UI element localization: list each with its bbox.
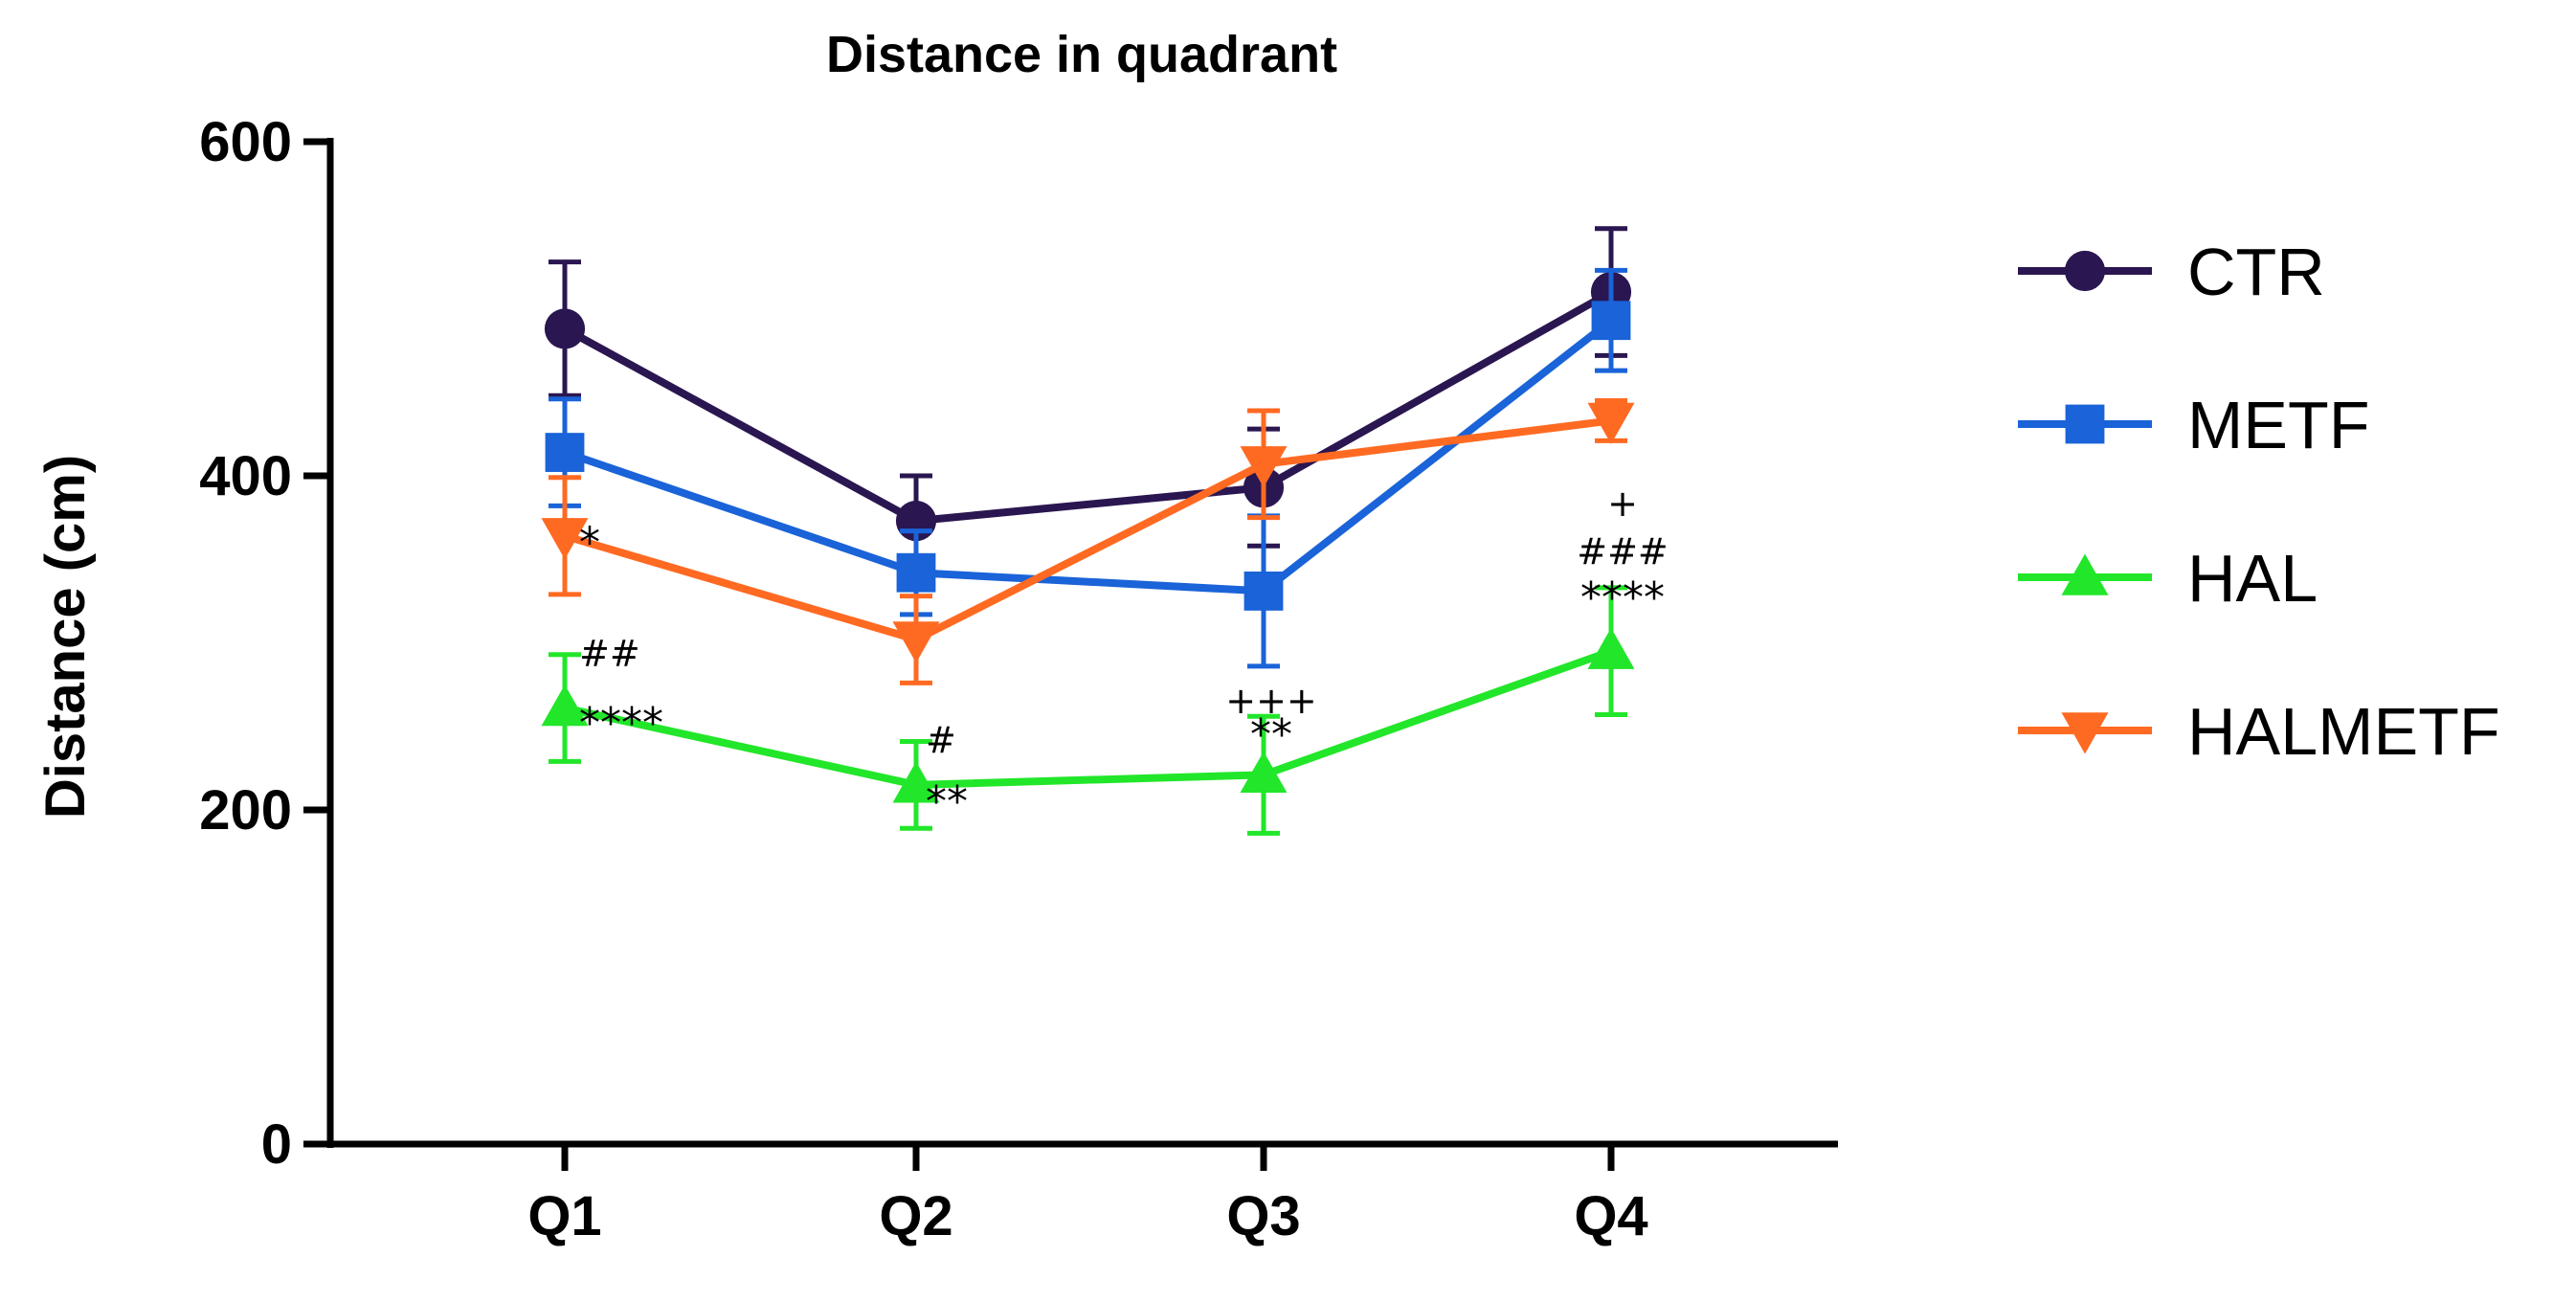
significance-annotation: ** — [1250, 710, 1292, 759]
series-line-ctr — [563, 288, 1613, 526]
series-line-hal — [564, 647, 1613, 789]
legend-marker-ctr — [2064, 250, 2106, 292]
data-point-metf — [1591, 301, 1631, 341]
axes — [326, 138, 1838, 1148]
legend-item-ctr: CTR — [2018, 235, 2325, 309]
significance-annotation: + — [1607, 483, 1638, 525]
legend-item-halmetf: HALMETF — [2018, 694, 2500, 769]
series-layer — [541, 226, 1635, 836]
series-hal — [541, 585, 1635, 836]
legend-label-hal: HAL — [2187, 541, 2318, 616]
significance-annotation: * — [579, 518, 600, 567]
series-metf — [545, 267, 1631, 669]
data-point-hal — [541, 685, 589, 727]
legend-item-metf: METF — [2018, 388, 2370, 462]
y-axis-label: Distance (cm) — [34, 455, 97, 819]
y-axis-ticks: 0 200 400 600 — [199, 111, 330, 1176]
data-point-halmetf — [541, 518, 589, 560]
legend-marker-halmetf — [2061, 712, 2109, 754]
x-tick-label: Q2 — [879, 1185, 952, 1247]
series-halmetf — [541, 397, 1635, 685]
series-ctr — [544, 226, 1632, 569]
data-point-metf — [1243, 572, 1284, 611]
x-tick-label: Q1 — [527, 1185, 601, 1247]
x-tick-label: Q3 — [1226, 1185, 1300, 1247]
data-point-halmetf — [892, 621, 940, 663]
legend-item-hal: HAL — [2018, 541, 2318, 616]
chart-title: Distance in quadrant — [826, 26, 1337, 83]
legend-label-ctr: CTR — [2187, 235, 2325, 309]
x-axis-ticks: Q1 Q2 Q3 Q4 — [527, 1144, 1648, 1247]
x-tick-label: Q4 — [1574, 1185, 1647, 1247]
y-tick-label: 0 — [261, 1113, 292, 1176]
legend-marker-hal — [2061, 553, 2109, 595]
significance-annotation: **** — [1580, 573, 1665, 622]
series-line-metf — [563, 317, 1614, 595]
significance-annotation: ## — [579, 633, 640, 675]
significance-annotation: ### — [1577, 531, 1669, 573]
data-point-hal — [1587, 627, 1635, 669]
data-point-hal — [1240, 751, 1288, 794]
y-tick-label: 200 — [199, 779, 292, 842]
legend-label-halmetf: HALMETF — [2187, 694, 2500, 769]
data-point-hal — [892, 761, 940, 803]
legend: CTR METF HAL HALMETF — [2018, 235, 2500, 769]
legend-marker-metf — [2065, 404, 2105, 444]
series-line-halmetf — [563, 416, 1612, 644]
significance-annotation: ** — [926, 777, 968, 826]
data-point-halmetf — [1587, 402, 1635, 444]
significance-annotation: +++ — [1225, 680, 1317, 722]
data-point-metf — [896, 552, 936, 593]
y-tick-label: 400 — [199, 445, 292, 507]
data-point-metf — [545, 433, 585, 472]
legend-label-metf: METF — [2187, 388, 2370, 462]
significance-annotations: *##**** #**+++**+###**** — [579, 483, 1669, 826]
data-point-halmetf — [1240, 446, 1288, 488]
significance-annotation: # — [926, 720, 956, 762]
y-tick-label: 600 — [199, 111, 292, 173]
data-point-ctr — [544, 308, 586, 349]
significance-annotation: **** — [579, 699, 663, 748]
